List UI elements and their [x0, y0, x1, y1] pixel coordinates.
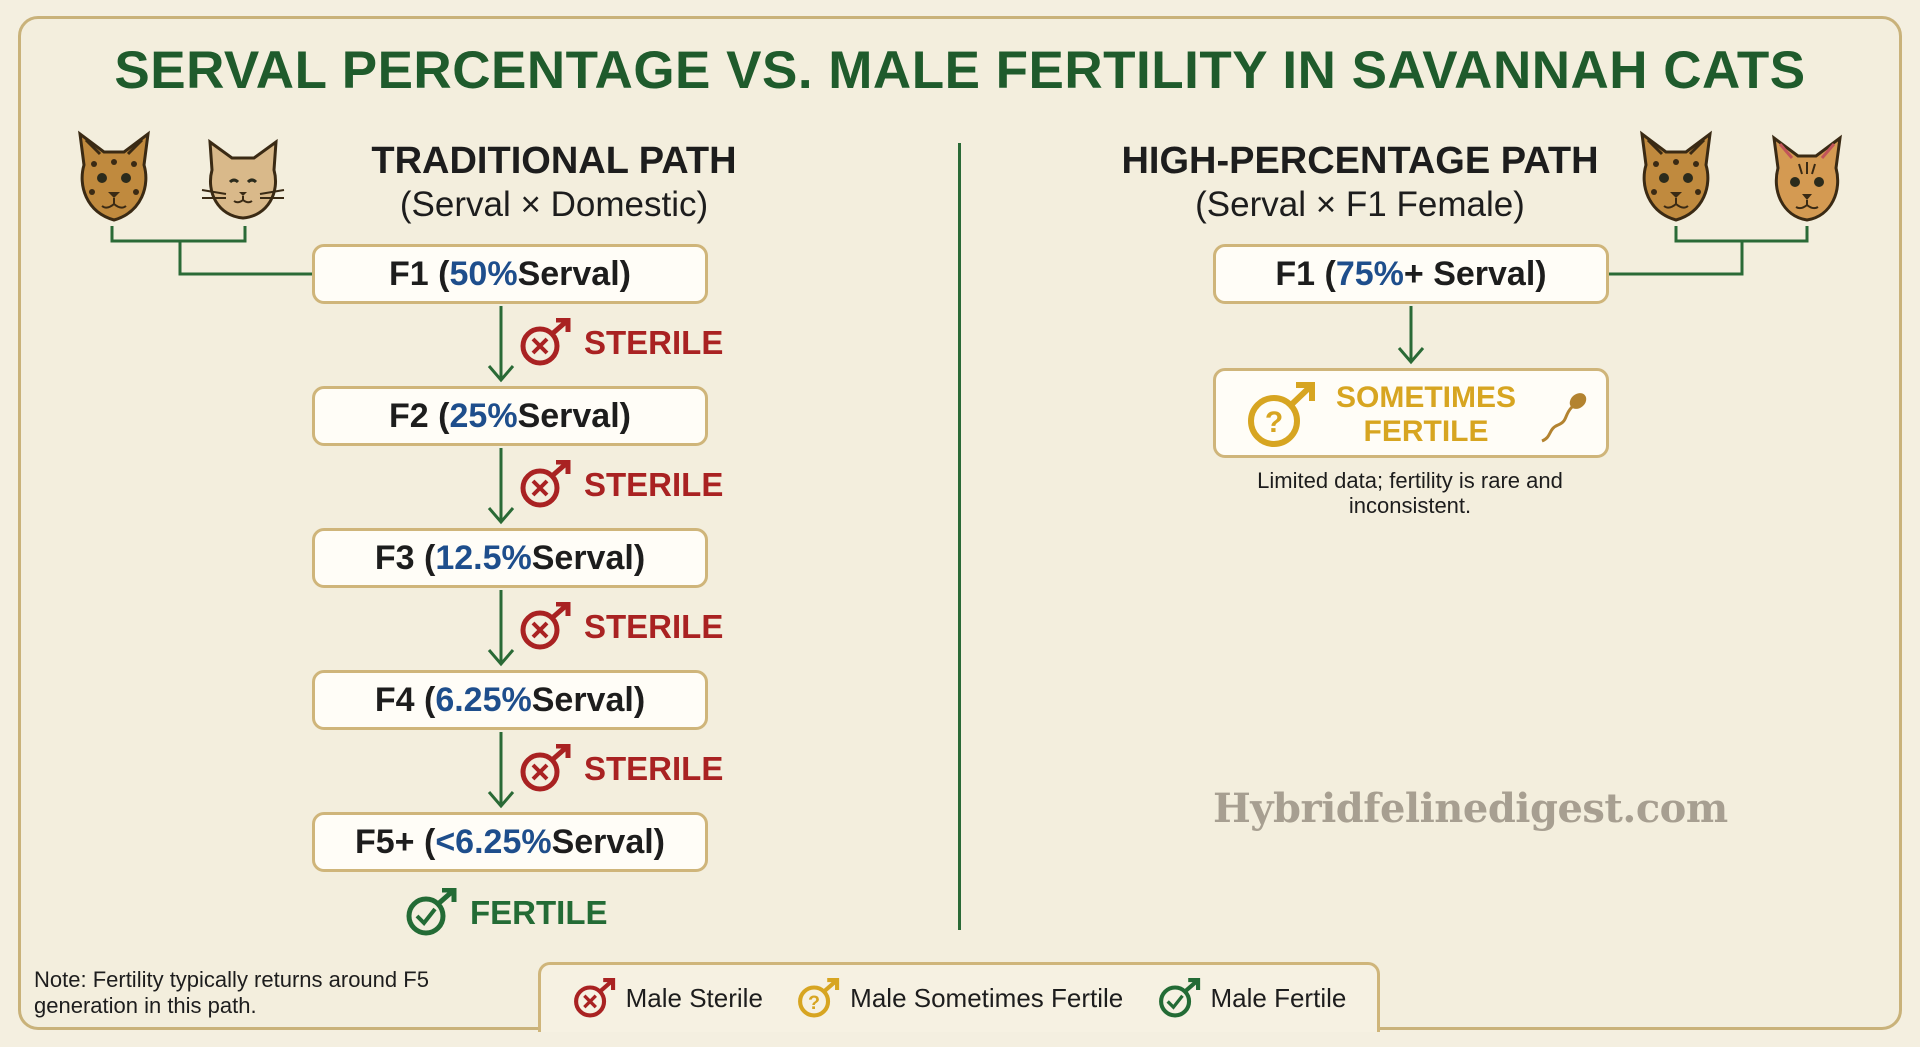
high-path-subtitle: (Serval × F1 Female)	[1195, 185, 1525, 224]
gen-box-f4: F4 (6.25% Serval)	[312, 670, 708, 730]
gen-percent: 50%	[449, 254, 518, 293]
status-label: STERILE	[584, 750, 724, 787]
male-sterile-icon	[520, 460, 571, 508]
male-fertile-icon	[1158, 977, 1200, 1017]
male-sterile-icon	[520, 318, 571, 366]
gen-box-high-f1: F1 (75% + Serval)	[1213, 244, 1609, 304]
gen-percent: 6.25%	[435, 680, 532, 719]
domestic-cat-face-icon	[201, 138, 285, 220]
gen-suffix: Serval)	[517, 396, 631, 435]
gen-percent: 75%	[1335, 254, 1404, 293]
high-path-note: Limited data; fertility is rare and inco…	[1257, 468, 1563, 518]
left-parents-link	[178, 241, 315, 276]
status-sterile-f4: STERILE	[518, 744, 723, 794]
legend-label: Male Fertile	[1210, 983, 1347, 1013]
status-sterile-f3: STERILE	[518, 602, 723, 652]
right-parents-bracket	[1674, 226, 1809, 243]
gen-percent: 25%	[449, 396, 518, 435]
gen-box-f1: F1 (50% Serval)	[312, 244, 708, 304]
male-sterile-icon	[573, 977, 615, 1017]
left-parents-bracket	[110, 226, 247, 243]
serval-face-icon-right	[1640, 130, 1712, 222]
right-parents-link	[1606, 241, 1744, 276]
gen-percent: <6.25%	[435, 822, 552, 861]
male-fertile-icon	[406, 888, 457, 936]
status-sterile-f2: STERILE	[518, 460, 723, 510]
gen-label: F1	[389, 254, 429, 293]
high-path-heading: HIGH-PERCENTAGE PATH (Serval × F1 Female…	[1090, 140, 1630, 225]
status-sterile-f1: STERILE	[518, 318, 723, 368]
gen-label: F3	[374, 538, 415, 577]
svg-text:?: ?	[1265, 406, 1283, 439]
male-sometimes-fertile-icon: ?	[798, 977, 840, 1017]
status-label: STERILE	[584, 466, 724, 503]
gen-suffix: Serval)	[531, 680, 646, 719]
legend-item-fertile: Male Fertile	[1157, 977, 1347, 1020]
serval-face-icon	[78, 130, 150, 222]
status-sometimes-fertile: ? SOMETIMES FERTILE	[1213, 368, 1609, 458]
male-sterile-icon	[520, 602, 571, 650]
high-path-title: HIGH-PERCENTAGE PATH	[1121, 140, 1599, 182]
sometimes-fertile-label: SOMETIMES FERTILE	[1326, 381, 1526, 449]
high-path-arrow	[1397, 306, 1425, 365]
traditional-path-subtitle: (Serval × Domestic)	[399, 185, 709, 224]
watermark: Hybridfelinedigest.com	[1213, 785, 1728, 832]
gen-label: F5+	[355, 822, 415, 861]
legend-label: Male Sterile	[625, 983, 763, 1013]
gen-percent: 12.5%	[435, 538, 532, 577]
gen-box-f5: F5+ (<6.25% Serval)	[312, 812, 708, 872]
legend-item-sterile: Male Sterile	[572, 977, 763, 1020]
gen-box-f2: F2 (25% Serval)	[312, 386, 708, 446]
gen-suffix: Serval)	[517, 254, 631, 293]
status-label: FERTILE	[470, 894, 608, 931]
gen-box-f3: F3 (12.5% Serval)	[312, 528, 708, 588]
male-sterile-icon	[520, 744, 571, 792]
status-fertile-f5: FERTILE	[404, 888, 608, 938]
traditional-path-title: TRADITIONAL PATH	[371, 140, 737, 182]
gen-suffix: + Serval)	[1403, 254, 1547, 293]
center-divider	[958, 143, 961, 930]
sometimes-line-1: SOMETIMES	[1335, 381, 1516, 414]
male-sometimes-fertile-icon: ?	[1248, 382, 1315, 447]
gen-label: F4	[374, 680, 415, 719]
traditional-path-heading: TRADITIONAL PATH (Serval × Domestic)	[300, 140, 808, 225]
gen-suffix: Serval)	[551, 822, 665, 861]
legend: Male Sterile ? Male Sometimes Fertile Ma…	[538, 962, 1380, 1032]
traditional-arrows	[487, 306, 515, 809]
svg-text:?: ?	[808, 991, 820, 1013]
footnote: Note: Fertility typically returns around…	[34, 967, 429, 1018]
sometimes-line-2: FERTILE	[1363, 415, 1489, 448]
gen-label: F2	[389, 396, 429, 435]
legend-label: Male Sometimes Fertile	[850, 983, 1124, 1013]
gen-suffix: Serval)	[531, 538, 646, 577]
status-label: STERILE	[584, 324, 724, 361]
sperm-icon	[1541, 393, 1587, 443]
gen-label: F1	[1275, 254, 1316, 293]
status-label: STERILE	[584, 608, 724, 645]
legend-item-sometimes: ? Male Sometimes Fertile	[796, 977, 1124, 1020]
page-title: SERVAL PERCENTAGE VS. MALE FERTILITY IN …	[114, 41, 1806, 100]
f1-female-cat-face-icon	[1772, 134, 1842, 222]
